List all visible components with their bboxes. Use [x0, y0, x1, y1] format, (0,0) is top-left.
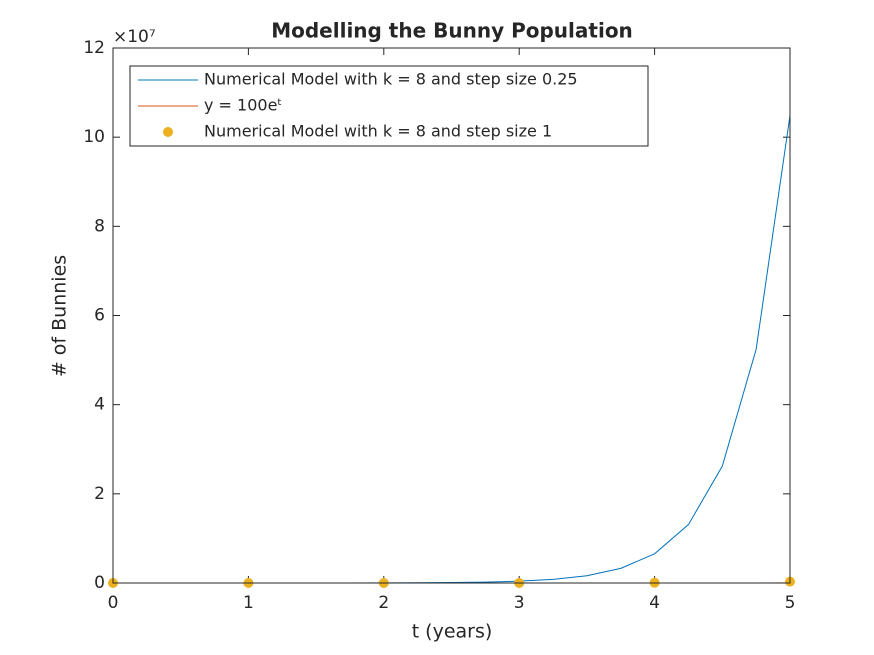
- chart-title: Modelling the Bunny Population: [271, 19, 633, 43]
- x-tick-label: 0: [108, 593, 119, 613]
- axes-box: [112, 47, 791, 584]
- x-tick-label: 3: [514, 593, 525, 613]
- y-axis-label: # of Bunnies: [49, 255, 71, 377]
- y-tick-label: 2: [94, 484, 105, 504]
- x-tick-label: 4: [649, 593, 660, 613]
- x-axis-label: t (years): [412, 621, 493, 643]
- y-tick-label: 6: [94, 306, 105, 326]
- y-multiplier: ×10⁷: [113, 27, 156, 47]
- y-tick-label: 0: [94, 573, 105, 593]
- legend-box: [129, 65, 649, 147]
- x-tick-label: 2: [378, 593, 389, 613]
- legend-label: y = 100eᵗ: [204, 96, 282, 115]
- x-tick-label: 1: [243, 593, 254, 613]
- y-tick-label: 8: [94, 216, 105, 236]
- x-tick-label: 5: [785, 593, 796, 613]
- y-tick-label: 4: [94, 395, 105, 415]
- y-tick-label: 10: [83, 127, 105, 147]
- legend-label: Numerical Model with k = 8 and step size…: [204, 70, 578, 89]
- y-tick-label: 12: [83, 38, 105, 58]
- legend-label: Numerical Model with k = 8 and step size…: [204, 122, 552, 141]
- legend-swatch: [163, 127, 173, 137]
